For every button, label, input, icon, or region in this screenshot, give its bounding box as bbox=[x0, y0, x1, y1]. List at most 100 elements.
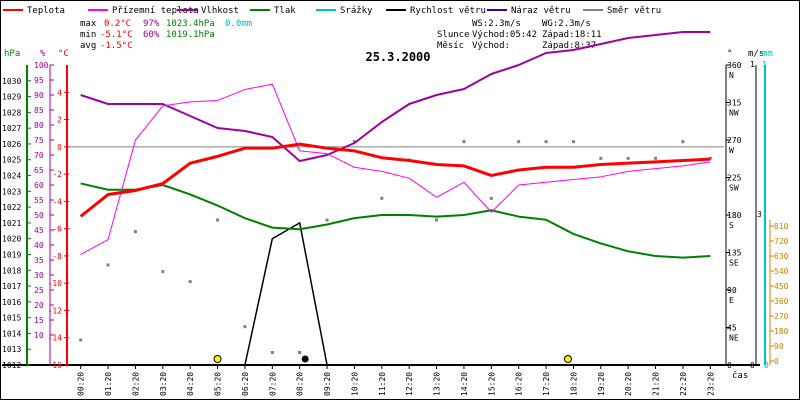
wind-direction-point bbox=[517, 140, 521, 144]
humidity-tick-label: 40 bbox=[34, 241, 44, 250]
wind-direction-point bbox=[435, 218, 439, 222]
humidity-tick-label: 95 bbox=[34, 76, 44, 85]
stats-max-temp: 0.2°C bbox=[104, 19, 131, 29]
x-tick-label: 15:20 bbox=[487, 372, 496, 396]
pressure-tick-label: 1021 bbox=[2, 219, 21, 228]
series-line-feel bbox=[80, 83, 711, 255]
legend-label: Směr větru bbox=[607, 6, 661, 16]
pressure-tick-label: 1029 bbox=[2, 93, 21, 102]
rain-tick-label: 0 bbox=[764, 361, 769, 370]
temp-tick-label: -2 bbox=[52, 170, 62, 179]
wind-direction-point bbox=[188, 280, 192, 284]
direction-tick-label: 135 bbox=[727, 249, 742, 258]
axis-unit-pct: % bbox=[40, 49, 46, 59]
humidity-tick-label: 20 bbox=[34, 301, 44, 310]
pressure-tick-label: 1016 bbox=[2, 298, 21, 307]
wind-direction-point bbox=[325, 218, 329, 222]
legend-label: Vlhkost bbox=[201, 6, 239, 16]
pressure-tick-label: 1027 bbox=[2, 124, 21, 133]
direction-tick-label: 45 bbox=[727, 324, 737, 333]
temp-tick-label: 2 bbox=[57, 116, 62, 125]
humidity-tick-label: 75 bbox=[34, 136, 44, 145]
solar-tick-label: 180 bbox=[774, 327, 789, 336]
stats-min-temp: -5.1°C bbox=[100, 30, 133, 40]
humidity-tick-label: 80 bbox=[34, 121, 44, 130]
x-tick-label: 16:20 bbox=[515, 372, 524, 396]
x-tick-label: 06:20 bbox=[241, 372, 250, 396]
solar-tick-label: 540 bbox=[774, 267, 789, 276]
moon-marker bbox=[301, 355, 309, 363]
direction-tick-label: 315 bbox=[727, 99, 742, 108]
stats-max-press: 1023.4hPa bbox=[166, 19, 215, 29]
direction-name-label: W bbox=[729, 146, 734, 155]
x-tick-label: 02:20 bbox=[131, 372, 140, 396]
wind-direction-point bbox=[544, 140, 548, 144]
pressure-tick-label: 1024 bbox=[2, 172, 21, 181]
x-tick-label: 19:20 bbox=[597, 372, 606, 396]
humidity-tick-label: 60 bbox=[34, 181, 44, 190]
solar-tick-label: 450 bbox=[774, 282, 789, 291]
wind-direction-point bbox=[216, 218, 220, 222]
legend: Teplota Přízemní teplota Vlhkost Tlak Srážky… bbox=[3, 6, 661, 16]
temp-tick-label: -16 bbox=[48, 361, 63, 370]
direction-tick-label: 90 bbox=[727, 286, 737, 295]
solar-tick-label: 0 bbox=[774, 357, 779, 366]
sun-marker bbox=[563, 355, 572, 363]
solar-tick-label: 270 bbox=[774, 312, 789, 321]
humidity-tick-label: 85 bbox=[34, 106, 44, 115]
stats-avg-label: avg bbox=[80, 41, 96, 51]
solar-tick-label: 810 bbox=[774, 222, 789, 231]
x-tick-label: 21:20 bbox=[652, 372, 661, 396]
sun-set: Západ:18:11 bbox=[542, 30, 602, 40]
solar-tick-label: 630 bbox=[774, 252, 789, 261]
solar-tick-label: 720 bbox=[774, 237, 789, 246]
pressure-tick-label: 1019 bbox=[2, 250, 21, 259]
direction-tick-label: 225 bbox=[727, 174, 742, 183]
wind-direction-point bbox=[626, 156, 630, 160]
stats-max-label: max bbox=[80, 19, 97, 29]
wind-direction-point bbox=[708, 156, 712, 160]
humidity-tick-label: 35 bbox=[34, 256, 44, 265]
wind-direction-point bbox=[462, 140, 466, 144]
temp-tick-label: -12 bbox=[48, 306, 63, 315]
wind-ws: WS:2.3m/s bbox=[472, 19, 521, 29]
wind-direction-point bbox=[161, 270, 165, 274]
pressure-tick-label: 1017 bbox=[2, 282, 21, 291]
direction-name-label: NW bbox=[729, 109, 739, 118]
temp-tick-label: -4 bbox=[52, 197, 62, 206]
pressure-tick-label: 1018 bbox=[2, 266, 21, 275]
pressure-tick-label: 1013 bbox=[2, 345, 21, 354]
sun-label: Slunce bbox=[437, 30, 470, 40]
x-tick-label: 00:20 bbox=[77, 372, 86, 396]
axis-unit-ms: m/s bbox=[748, 49, 764, 59]
humidity-tick-label: 10 bbox=[34, 331, 44, 340]
direction-tick-label: 270 bbox=[727, 136, 742, 145]
direction-tick-label: 0 bbox=[727, 361, 732, 370]
x-tick-label: 17:20 bbox=[542, 372, 551, 396]
direction-name-label: S bbox=[729, 221, 734, 230]
wind-direction-point bbox=[270, 351, 274, 354]
direction-name-label: E bbox=[729, 296, 734, 305]
x-tick-label: 14:20 bbox=[460, 372, 469, 396]
wind-direction-point bbox=[106, 263, 110, 267]
pressure-tick-label: 1023 bbox=[2, 187, 21, 196]
x-tick-label: 09:20 bbox=[323, 372, 332, 396]
wind-direction-point bbox=[79, 338, 83, 342]
axis-unit-degc: °C bbox=[58, 49, 69, 59]
sun-marker bbox=[213, 355, 222, 363]
axis-unit-hpa: hPa bbox=[4, 49, 20, 59]
wind-tick-label: 0 bbox=[750, 361, 755, 370]
direction-name-label: NE bbox=[729, 334, 739, 343]
wind-tick-label: 1 bbox=[750, 60, 755, 69]
axes: 1012101310141015101610171018101910201021… bbox=[2, 60, 789, 396]
x-tick-label: 18:20 bbox=[569, 372, 578, 396]
humidity-tick-label: 30 bbox=[34, 271, 44, 280]
x-tick-label: 23:20 bbox=[706, 372, 715, 396]
pressure-tick-label: 1022 bbox=[2, 203, 21, 212]
stats-max-hum: 97% bbox=[143, 19, 160, 29]
sun-rise: Východ:05:42 bbox=[472, 30, 537, 40]
x-tick-label: 10:20 bbox=[350, 372, 359, 396]
humidity-tick-label: 90 bbox=[34, 91, 44, 100]
